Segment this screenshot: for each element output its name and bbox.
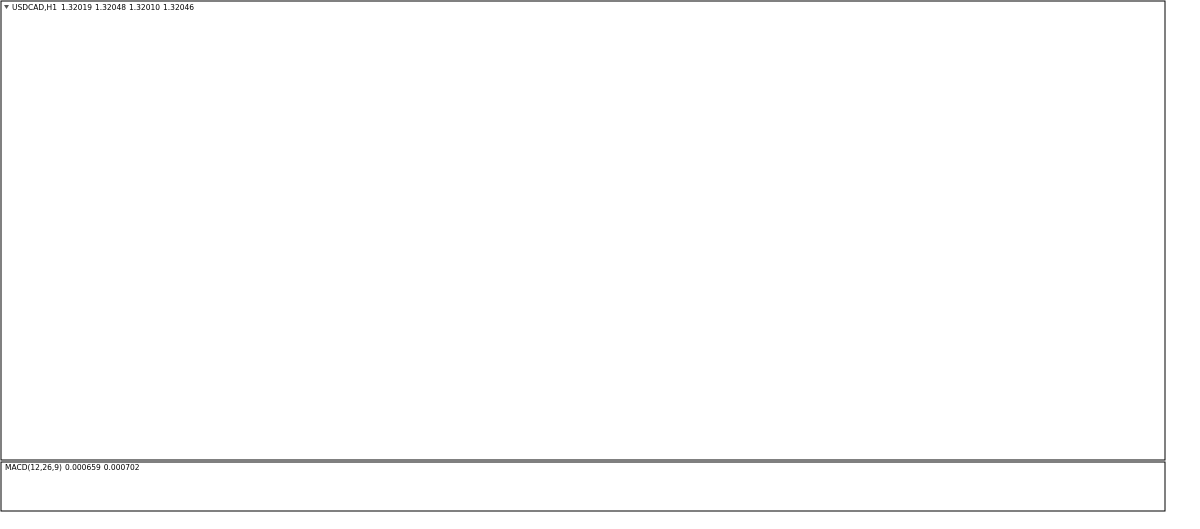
symbol: USDCAD,H1 bbox=[12, 3, 57, 12]
chart-header: USDCAD,H1 1.32019 1.32048 1.32010 1.32046 bbox=[12, 3, 194, 12]
close-price: 1.32046 bbox=[163, 3, 194, 12]
macd-header: MACD(12,26,9) 0.000659 0.000702 bbox=[5, 463, 140, 472]
open-price: 1.32019 bbox=[61, 3, 92, 12]
signal-value: 0.000702 bbox=[104, 463, 140, 472]
high-price: 1.32048 bbox=[95, 3, 126, 12]
macd-value: 0.000659 bbox=[65, 463, 101, 472]
main-frame bbox=[0, 0, 1166, 461]
macd-title: MACD(12,26,9) bbox=[5, 463, 62, 472]
low-price: 1.32010 bbox=[129, 3, 160, 12]
macd-frame bbox=[0, 461, 1166, 512]
collapse-icon[interactable] bbox=[4, 5, 9, 9]
